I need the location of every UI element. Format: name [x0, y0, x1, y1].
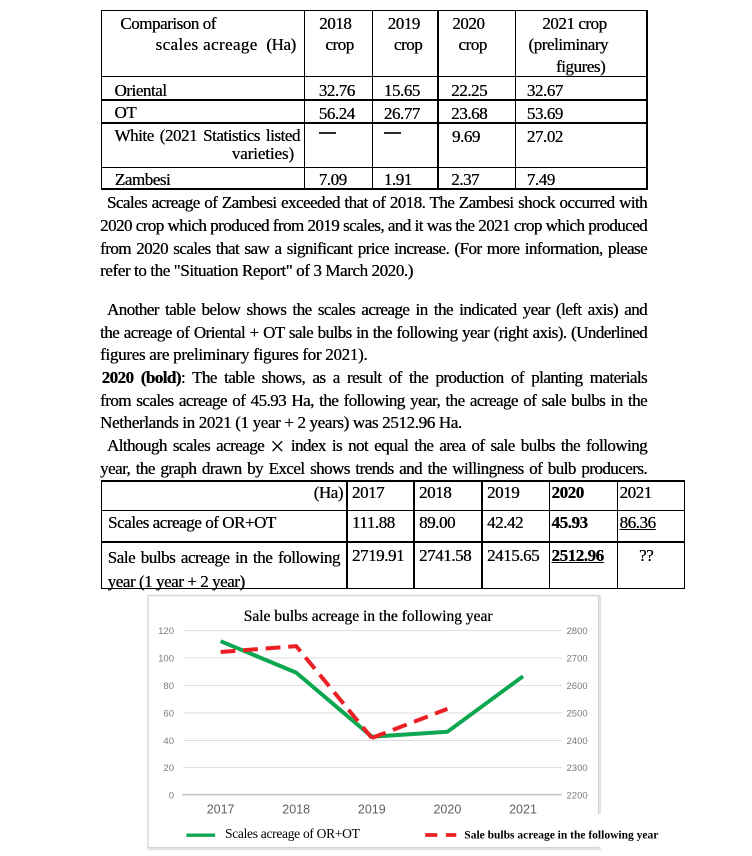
svg-text:Sale bulbs acreage in the foll: Sale bulbs acreage in the following year	[464, 830, 658, 842]
svg-text:2017: 2017	[207, 803, 235, 817]
svg-text:2300: 2300	[567, 763, 588, 774]
svg-text:100: 100	[158, 654, 174, 665]
svg-text:2600: 2600	[567, 681, 588, 692]
svg-text:80: 80	[163, 681, 174, 692]
svg-text:2018: 2018	[282, 803, 310, 817]
svg-text:2400: 2400	[567, 736, 588, 747]
svg-text:0: 0	[169, 791, 174, 802]
svg-text:2800: 2800	[567, 626, 588, 637]
svg-text:2020: 2020	[433, 803, 461, 817]
svg-text:120: 120	[158, 626, 174, 637]
svg-text:40: 40	[163, 736, 174, 747]
svg-text:Scales acreage of OR+OT: Scales acreage of OR+OT	[225, 826, 361, 841]
svg-text:2200: 2200	[567, 791, 588, 802]
svg-text:2021: 2021	[509, 803, 537, 817]
svg-text:2500: 2500	[567, 708, 588, 719]
svg-text:60: 60	[163, 708, 174, 719]
svg-text:2019: 2019	[358, 803, 386, 817]
svg-text:20: 20	[163, 763, 174, 774]
svg-text:2700: 2700	[567, 654, 588, 665]
svg-text:Sale bulbs acreage in the foll: Sale bulbs acreage in the following year	[244, 608, 494, 625]
